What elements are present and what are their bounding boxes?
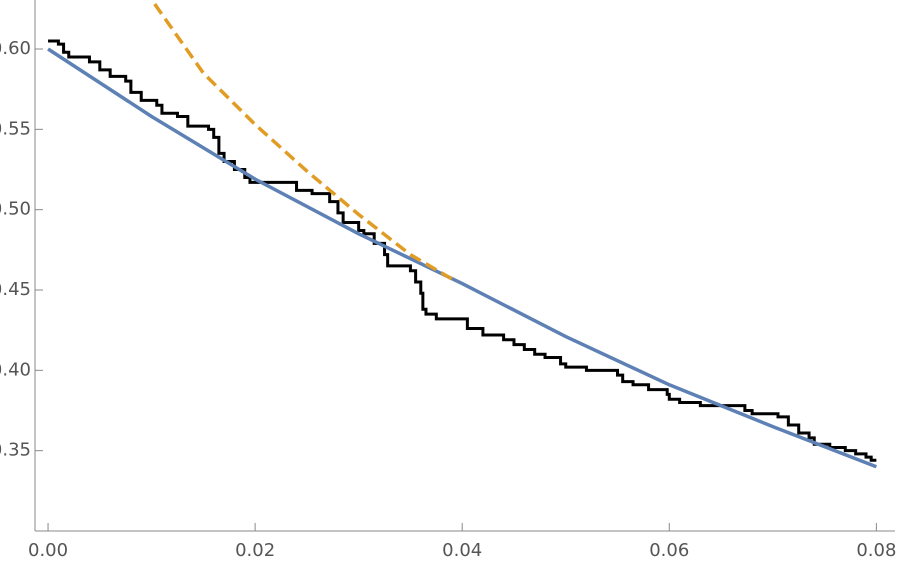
y-tick-label: 0.55 — [0, 118, 31, 139]
y-tick-label: 0.35 — [0, 440, 31, 461]
x-tick-label: 0.06 — [649, 540, 689, 561]
series-line — [47, 47, 877, 469]
x-tick-label: 0.02 — [235, 540, 275, 561]
x-tick-label: 0.04 — [442, 540, 482, 561]
series-line — [48, 39, 877, 462]
y-tick-label: 0.60 — [0, 38, 31, 59]
series-line — [153, 3, 458, 284]
y-tick-label: 0.50 — [0, 199, 31, 220]
y-tick-label: 0.40 — [0, 359, 31, 380]
y-tick-label: 0.45 — [0, 279, 31, 300]
x-tick-label: 0.00 — [28, 540, 68, 561]
x-tick-label: 0.08 — [856, 540, 896, 561]
